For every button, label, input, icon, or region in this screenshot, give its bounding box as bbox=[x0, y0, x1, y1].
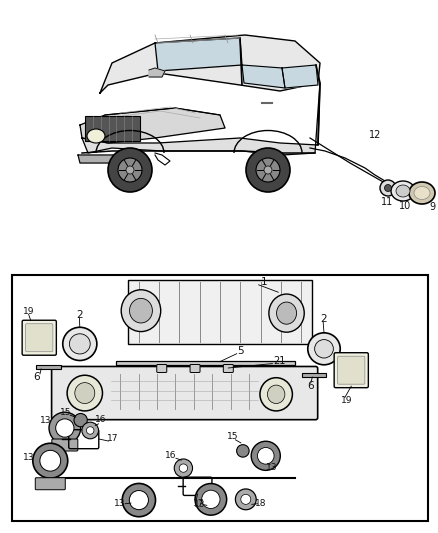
Circle shape bbox=[56, 419, 74, 437]
Text: 18: 18 bbox=[254, 499, 266, 508]
Ellipse shape bbox=[414, 187, 430, 199]
Ellipse shape bbox=[269, 294, 304, 332]
Circle shape bbox=[385, 184, 392, 191]
Ellipse shape bbox=[260, 378, 293, 411]
Ellipse shape bbox=[276, 302, 297, 324]
Ellipse shape bbox=[63, 327, 97, 360]
Circle shape bbox=[237, 445, 249, 457]
Ellipse shape bbox=[130, 298, 152, 323]
FancyBboxPatch shape bbox=[22, 320, 57, 355]
Circle shape bbox=[108, 148, 152, 192]
FancyBboxPatch shape bbox=[52, 367, 318, 419]
Text: 17: 17 bbox=[193, 499, 205, 508]
Ellipse shape bbox=[87, 129, 105, 143]
Circle shape bbox=[258, 448, 274, 464]
FancyBboxPatch shape bbox=[35, 478, 65, 490]
Polygon shape bbox=[100, 35, 320, 93]
Polygon shape bbox=[80, 108, 225, 143]
FancyBboxPatch shape bbox=[223, 365, 233, 373]
Bar bbox=[85, 116, 140, 141]
Text: 15: 15 bbox=[227, 432, 238, 441]
Circle shape bbox=[33, 443, 68, 478]
Bar bbox=[12, 275, 428, 521]
Circle shape bbox=[251, 441, 280, 470]
FancyBboxPatch shape bbox=[26, 324, 53, 352]
Ellipse shape bbox=[409, 182, 435, 204]
Ellipse shape bbox=[314, 340, 333, 358]
Text: 19: 19 bbox=[23, 307, 35, 316]
Circle shape bbox=[256, 158, 280, 182]
Polygon shape bbox=[78, 155, 148, 163]
Text: 13: 13 bbox=[194, 500, 206, 509]
Text: 1: 1 bbox=[260, 277, 267, 287]
Circle shape bbox=[235, 489, 256, 510]
Text: 2: 2 bbox=[76, 310, 83, 320]
Text: 5: 5 bbox=[237, 346, 244, 356]
Text: 6: 6 bbox=[34, 372, 40, 382]
Circle shape bbox=[246, 148, 290, 192]
Circle shape bbox=[241, 495, 251, 504]
Bar bbox=[36, 365, 61, 369]
Text: 6: 6 bbox=[307, 381, 314, 391]
Circle shape bbox=[380, 180, 396, 196]
Circle shape bbox=[195, 483, 226, 515]
Circle shape bbox=[201, 490, 220, 508]
Ellipse shape bbox=[75, 383, 95, 403]
Ellipse shape bbox=[121, 290, 161, 332]
Polygon shape bbox=[149, 68, 165, 77]
Circle shape bbox=[264, 166, 272, 174]
Circle shape bbox=[129, 490, 148, 510]
Text: 13: 13 bbox=[23, 453, 35, 462]
Ellipse shape bbox=[67, 375, 102, 411]
Text: 17: 17 bbox=[107, 433, 118, 442]
Bar bbox=[128, 280, 311, 344]
Circle shape bbox=[122, 483, 155, 516]
Text: 16: 16 bbox=[165, 451, 177, 460]
Polygon shape bbox=[82, 83, 320, 155]
Text: 11: 11 bbox=[381, 197, 393, 207]
FancyBboxPatch shape bbox=[52, 439, 78, 451]
Bar bbox=[116, 361, 295, 365]
Ellipse shape bbox=[308, 333, 340, 365]
FancyBboxPatch shape bbox=[334, 353, 368, 387]
FancyBboxPatch shape bbox=[338, 356, 365, 384]
Circle shape bbox=[82, 422, 99, 439]
Text: 15: 15 bbox=[60, 408, 71, 417]
Polygon shape bbox=[155, 38, 242, 71]
Circle shape bbox=[49, 412, 81, 444]
Ellipse shape bbox=[268, 385, 285, 403]
Text: 13: 13 bbox=[266, 463, 278, 472]
Circle shape bbox=[86, 427, 94, 434]
Text: 21: 21 bbox=[273, 356, 286, 366]
Text: 2: 2 bbox=[320, 314, 326, 324]
Text: 16: 16 bbox=[95, 415, 106, 424]
Ellipse shape bbox=[396, 185, 410, 197]
Text: 9: 9 bbox=[429, 202, 435, 212]
Polygon shape bbox=[242, 65, 285, 88]
FancyBboxPatch shape bbox=[190, 365, 200, 373]
Circle shape bbox=[126, 166, 134, 174]
Ellipse shape bbox=[69, 334, 90, 354]
Text: 10: 10 bbox=[399, 201, 411, 211]
Text: 12: 12 bbox=[369, 130, 381, 140]
Text: 13: 13 bbox=[114, 499, 126, 508]
Circle shape bbox=[179, 464, 187, 472]
Text: 13: 13 bbox=[40, 416, 52, 425]
Circle shape bbox=[174, 459, 193, 477]
Circle shape bbox=[40, 450, 61, 471]
Text: 19: 19 bbox=[341, 396, 353, 405]
Circle shape bbox=[118, 158, 142, 182]
Circle shape bbox=[74, 414, 87, 427]
Polygon shape bbox=[282, 65, 318, 88]
Bar bbox=[302, 373, 326, 377]
FancyBboxPatch shape bbox=[157, 365, 167, 373]
Ellipse shape bbox=[391, 181, 415, 201]
